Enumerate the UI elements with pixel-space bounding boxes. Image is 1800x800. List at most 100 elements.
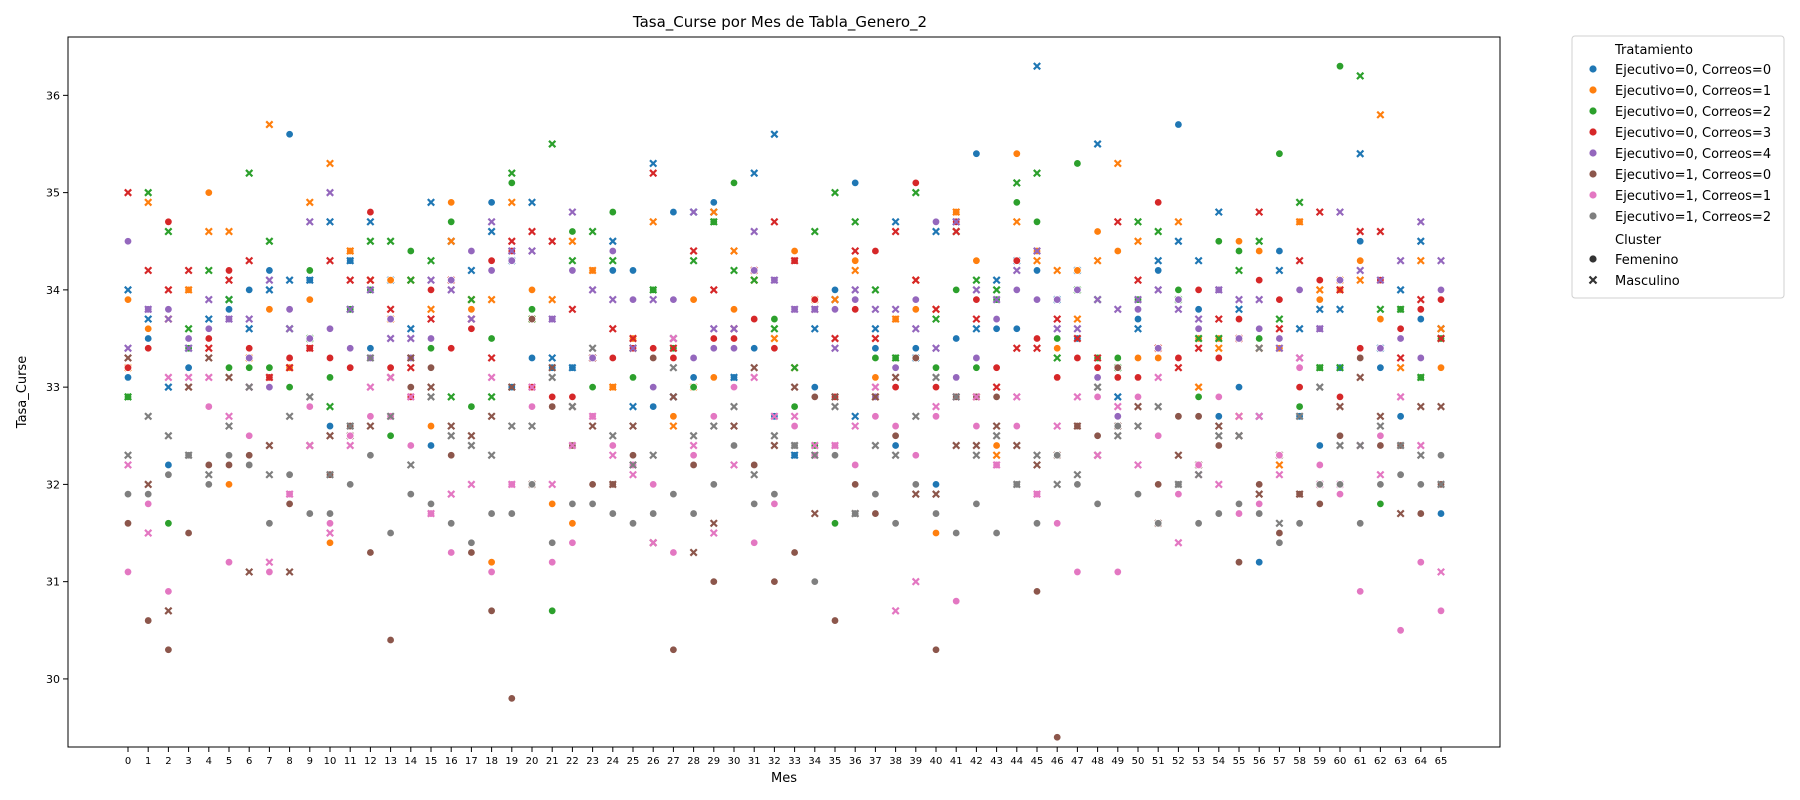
point-femenino (992, 363, 1001, 372)
point-femenino (487, 198, 496, 207)
point-femenino (1436, 451, 1446, 460)
point-femenino (871, 509, 880, 518)
x-tick-label: 48 (1091, 756, 1104, 767)
point-femenino (1254, 509, 1264, 518)
point-femenino (1436, 509, 1446, 518)
point-masculino (952, 392, 961, 401)
x-tick-label: 60 (1334, 756, 1347, 767)
point-masculino (124, 451, 132, 460)
point-masculino (1214, 208, 1223, 217)
point-masculino (1194, 344, 1203, 353)
point-femenino (285, 353, 294, 363)
x-tick-label: 51 (1152, 756, 1165, 767)
point-masculino (851, 266, 860, 275)
point-masculino (406, 460, 415, 469)
point-masculino (608, 480, 617, 489)
point-femenino (1052, 733, 1062, 742)
point-masculino (871, 392, 880, 401)
point-femenino (891, 431, 900, 440)
point-masculino (1134, 324, 1142, 333)
legend-label: Ejecutivo=0, Correos=3 (1615, 126, 1771, 141)
point-masculino (1214, 431, 1223, 440)
point-femenino (1376, 480, 1385, 489)
point-masculino (932, 344, 940, 353)
point-masculino (810, 451, 819, 460)
point-femenino (548, 558, 557, 567)
point-femenino (568, 392, 577, 402)
point-masculino (810, 441, 819, 450)
point-masculino (204, 266, 213, 275)
point-femenino (1234, 314, 1244, 324)
point-femenino (1113, 421, 1122, 431)
x-tick-label: 12 (364, 756, 377, 767)
point-masculino (1134, 402, 1142, 411)
point-masculino (608, 295, 617, 304)
point-masculino (608, 451, 617, 460)
point-masculino (1174, 237, 1183, 246)
point-masculino (548, 237, 557, 246)
point-masculino (487, 353, 496, 362)
point-masculino (1356, 227, 1365, 236)
point-femenino (931, 509, 941, 518)
point-masculino (1336, 441, 1344, 450)
point-masculino (204, 353, 213, 362)
x-tick-label: 27 (667, 756, 680, 767)
point-masculino (285, 412, 294, 421)
y-tick-label: 31 (46, 576, 60, 589)
point-masculino (709, 422, 718, 431)
point-femenino (952, 285, 961, 295)
point-masculino (1012, 266, 1021, 275)
point-femenino (1355, 519, 1365, 528)
point-femenino (325, 373, 335, 382)
point-masculino (326, 256, 334, 265)
point-masculino (245, 324, 254, 333)
point-masculino (1356, 71, 1365, 80)
point-femenino (972, 499, 981, 509)
point-masculino (568, 208, 577, 217)
point-masculino (1295, 353, 1304, 362)
point-masculino (1295, 324, 1304, 333)
x-axis-title: Mes (771, 771, 797, 786)
point-femenino (1214, 441, 1223, 450)
point-masculino (1336, 208, 1344, 217)
point-femenino (871, 412, 880, 421)
point-masculino (528, 198, 536, 207)
point-masculino (406, 353, 415, 362)
point-masculino (164, 431, 173, 440)
point-femenino (871, 489, 880, 499)
point-masculino (184, 266, 193, 275)
point-masculino (427, 383, 435, 392)
point-masculino (1315, 383, 1324, 392)
point-femenino (1315, 499, 1324, 509)
point-masculino (447, 490, 456, 499)
point-femenino (1315, 295, 1324, 304)
point-masculino (1295, 198, 1304, 207)
point-femenino (1275, 334, 1284, 343)
point-masculino (709, 217, 718, 226)
point-masculino (810, 305, 819, 314)
point-femenino (1335, 275, 1345, 285)
point-femenino (487, 509, 496, 518)
point-femenino (426, 334, 436, 343)
point-femenino (143, 324, 153, 333)
point-femenino (164, 645, 173, 654)
point-femenino (1153, 266, 1163, 275)
point-femenino (992, 314, 1001, 324)
point-femenino (1234, 382, 1244, 392)
point-masculino (1214, 344, 1223, 353)
series-5 (123, 188, 1446, 421)
point-femenino (305, 295, 314, 304)
point-femenino (305, 334, 314, 343)
point-masculino (1275, 470, 1284, 479)
point-femenino (770, 577, 779, 586)
point-femenino (1174, 353, 1183, 363)
point-femenino (386, 275, 395, 285)
point-femenino (1214, 392, 1223, 402)
point-femenino (1073, 567, 1082, 577)
point-masculino (1194, 470, 1203, 479)
point-masculino (790, 305, 799, 314)
x-tick-label: 46 (1051, 756, 1064, 767)
x-tick-label: 29 (707, 756, 720, 767)
series-4 (123, 169, 1446, 538)
point-masculino (487, 373, 496, 382)
